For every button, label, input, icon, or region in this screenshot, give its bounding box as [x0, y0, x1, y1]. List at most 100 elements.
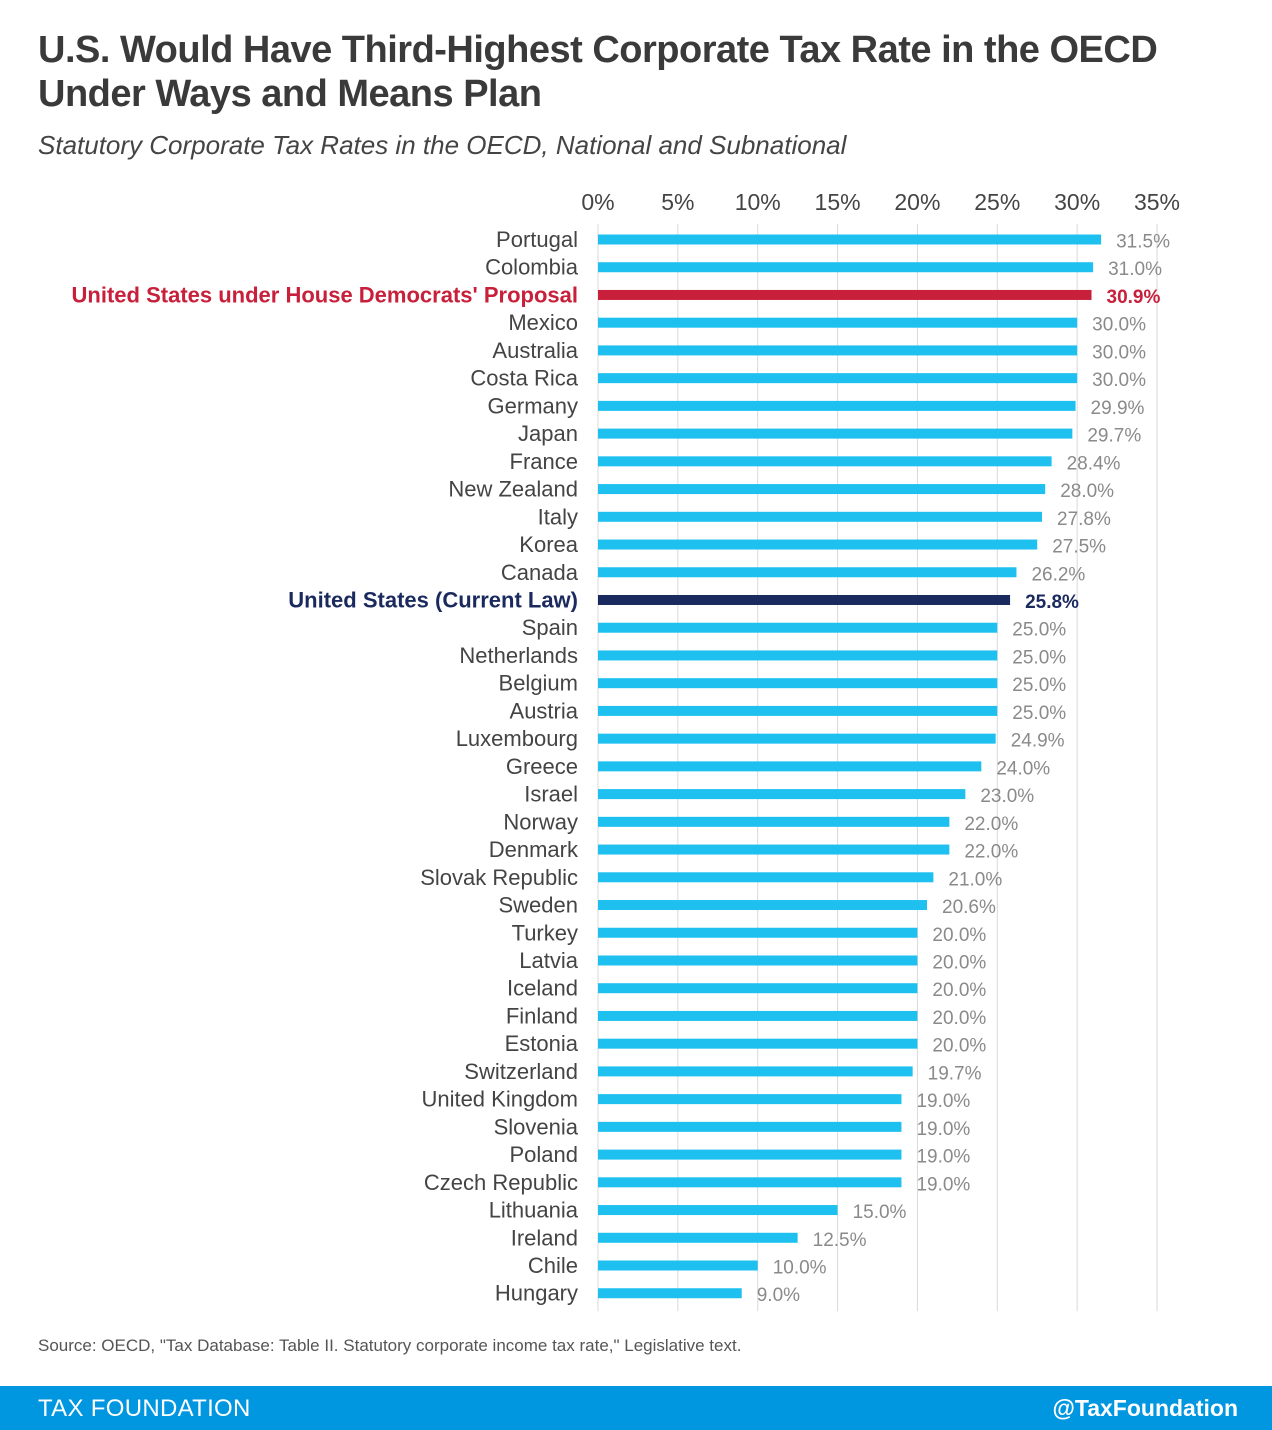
bar	[598, 1038, 918, 1049]
category-label: Israel	[524, 782, 578, 807]
category-label: Slovenia	[494, 1114, 579, 1139]
value-label: 22.0%	[964, 842, 1018, 863]
value-label: 27.8%	[1057, 509, 1111, 530]
category-label: Canada	[501, 560, 579, 585]
value-label: 25.8%	[1025, 592, 1079, 613]
category-label: Switzerland	[464, 1059, 578, 1084]
category-label: United States (Current Law)	[288, 587, 578, 612]
value-label: 27.5%	[1052, 537, 1106, 558]
value-labels: 31.5% 31.0% 30.9% 30.0% 30.0% 30.0% 29.9% 29.7%…	[757, 232, 1170, 1307]
value-label: 25.0%	[1012, 675, 1066, 696]
value-label: 19.0%	[916, 1119, 970, 1140]
footer-bar: TAX FOUNDATION @TaxFoundation	[0, 1386, 1272, 1430]
category-label: Australia	[492, 338, 578, 363]
category-label: Slovak Republic	[420, 865, 578, 890]
value-label: 20.0%	[932, 952, 986, 973]
category-label: Spain	[522, 615, 578, 640]
x-tick-label: 15%	[815, 189, 861, 215]
category-label: France	[510, 449, 578, 474]
value-label: 20.0%	[932, 1036, 986, 1057]
category-label: New Zealand	[448, 477, 578, 502]
bar	[598, 289, 1092, 300]
bar	[598, 400, 1076, 411]
bar	[598, 1149, 902, 1160]
bar	[598, 317, 1078, 328]
category-label: United States under House Democrats' Pro…	[72, 282, 578, 307]
bars	[598, 234, 1102, 1299]
bar	[598, 983, 918, 994]
category-label: Turkey	[512, 920, 578, 945]
x-tick-label: 25%	[974, 189, 1020, 215]
category-label: Greece	[506, 754, 578, 779]
bar	[598, 789, 966, 800]
category-label: United Kingdom	[421, 1087, 578, 1112]
category-label: Estonia	[505, 1031, 579, 1056]
bar	[598, 511, 1043, 522]
category-label: Sweden	[498, 893, 578, 918]
category-label: Colombia	[485, 255, 579, 280]
bar	[598, 456, 1052, 467]
value-label: 28.4%	[1067, 453, 1121, 474]
value-label: 30.0%	[1092, 315, 1146, 336]
category-label: Finland	[506, 1003, 578, 1028]
category-label: Chile	[528, 1253, 578, 1278]
bar	[598, 1288, 742, 1299]
value-label: 24.0%	[996, 758, 1050, 779]
category-label: Ireland	[511, 1225, 578, 1250]
value-label: 20.0%	[932, 1008, 986, 1029]
category-label: Denmark	[489, 837, 579, 862]
bar	[598, 1205, 838, 1216]
bar	[598, 1010, 918, 1021]
value-label: 22.0%	[964, 814, 1018, 835]
chart-title: U.S. Would Have Third-Highest Corporate …	[38, 29, 1158, 115]
category-label: Korea	[519, 532, 578, 557]
value-label: 28.0%	[1060, 481, 1114, 502]
category-label: Mexico	[508, 310, 578, 335]
footer-handle: @TaxFoundation	[1052, 1395, 1238, 1421]
value-label: 19.0%	[916, 1091, 970, 1112]
bar	[598, 955, 918, 966]
category-label: Germany	[488, 393, 578, 418]
category-label: Belgium	[499, 671, 578, 696]
bar	[598, 650, 998, 661]
category-label: Lithuania	[489, 1198, 579, 1223]
footer-brand: TAX FOUNDATION	[38, 1395, 251, 1422]
bar	[598, 705, 998, 716]
x-tick-label: 30%	[1054, 189, 1100, 215]
value-label: 25.0%	[1012, 647, 1066, 668]
x-tick-label: 0%	[581, 189, 614, 215]
category-label: Norway	[503, 809, 578, 834]
bar	[598, 262, 1094, 273]
value-label: 12.5%	[813, 1230, 867, 1251]
bar	[598, 594, 1011, 605]
value-label: 24.9%	[1011, 731, 1065, 752]
bar	[598, 900, 928, 911]
chart-subtitle: Statutory Corporate Tax Rates in the OEC…	[38, 130, 847, 160]
bar	[598, 927, 918, 938]
category-label: Czech Republic	[424, 1170, 578, 1195]
value-label: 20.0%	[932, 980, 986, 1001]
category-label: Iceland	[507, 976, 578, 1001]
value-label: 19.7%	[928, 1063, 982, 1084]
value-label: 19.0%	[916, 1147, 970, 1168]
x-tick-label: 5%	[661, 189, 694, 215]
source-note: Source: OECD, "Tax Database: Table II. S…	[38, 1336, 742, 1355]
value-label: 25.0%	[1012, 620, 1066, 641]
bar	[598, 761, 982, 772]
category-label: Luxembourg	[456, 726, 578, 751]
x-axis-ticks: 0% 5% 10% 15% 20% 25% 30% 35%	[581, 189, 1180, 215]
bar	[598, 1121, 902, 1132]
value-label: 31.5%	[1116, 232, 1170, 253]
bar	[598, 373, 1078, 384]
value-label: 30.0%	[1092, 370, 1146, 391]
value-label: 29.7%	[1087, 426, 1141, 447]
value-label: 26.2%	[1031, 564, 1085, 585]
bar	[598, 1177, 902, 1188]
bar	[598, 567, 1017, 578]
category-label: Austria	[510, 698, 579, 723]
value-label: 21.0%	[948, 869, 1002, 890]
value-label: 25.0%	[1012, 703, 1066, 724]
category-label: Italy	[538, 504, 578, 529]
category-label: Netherlands	[459, 643, 578, 668]
